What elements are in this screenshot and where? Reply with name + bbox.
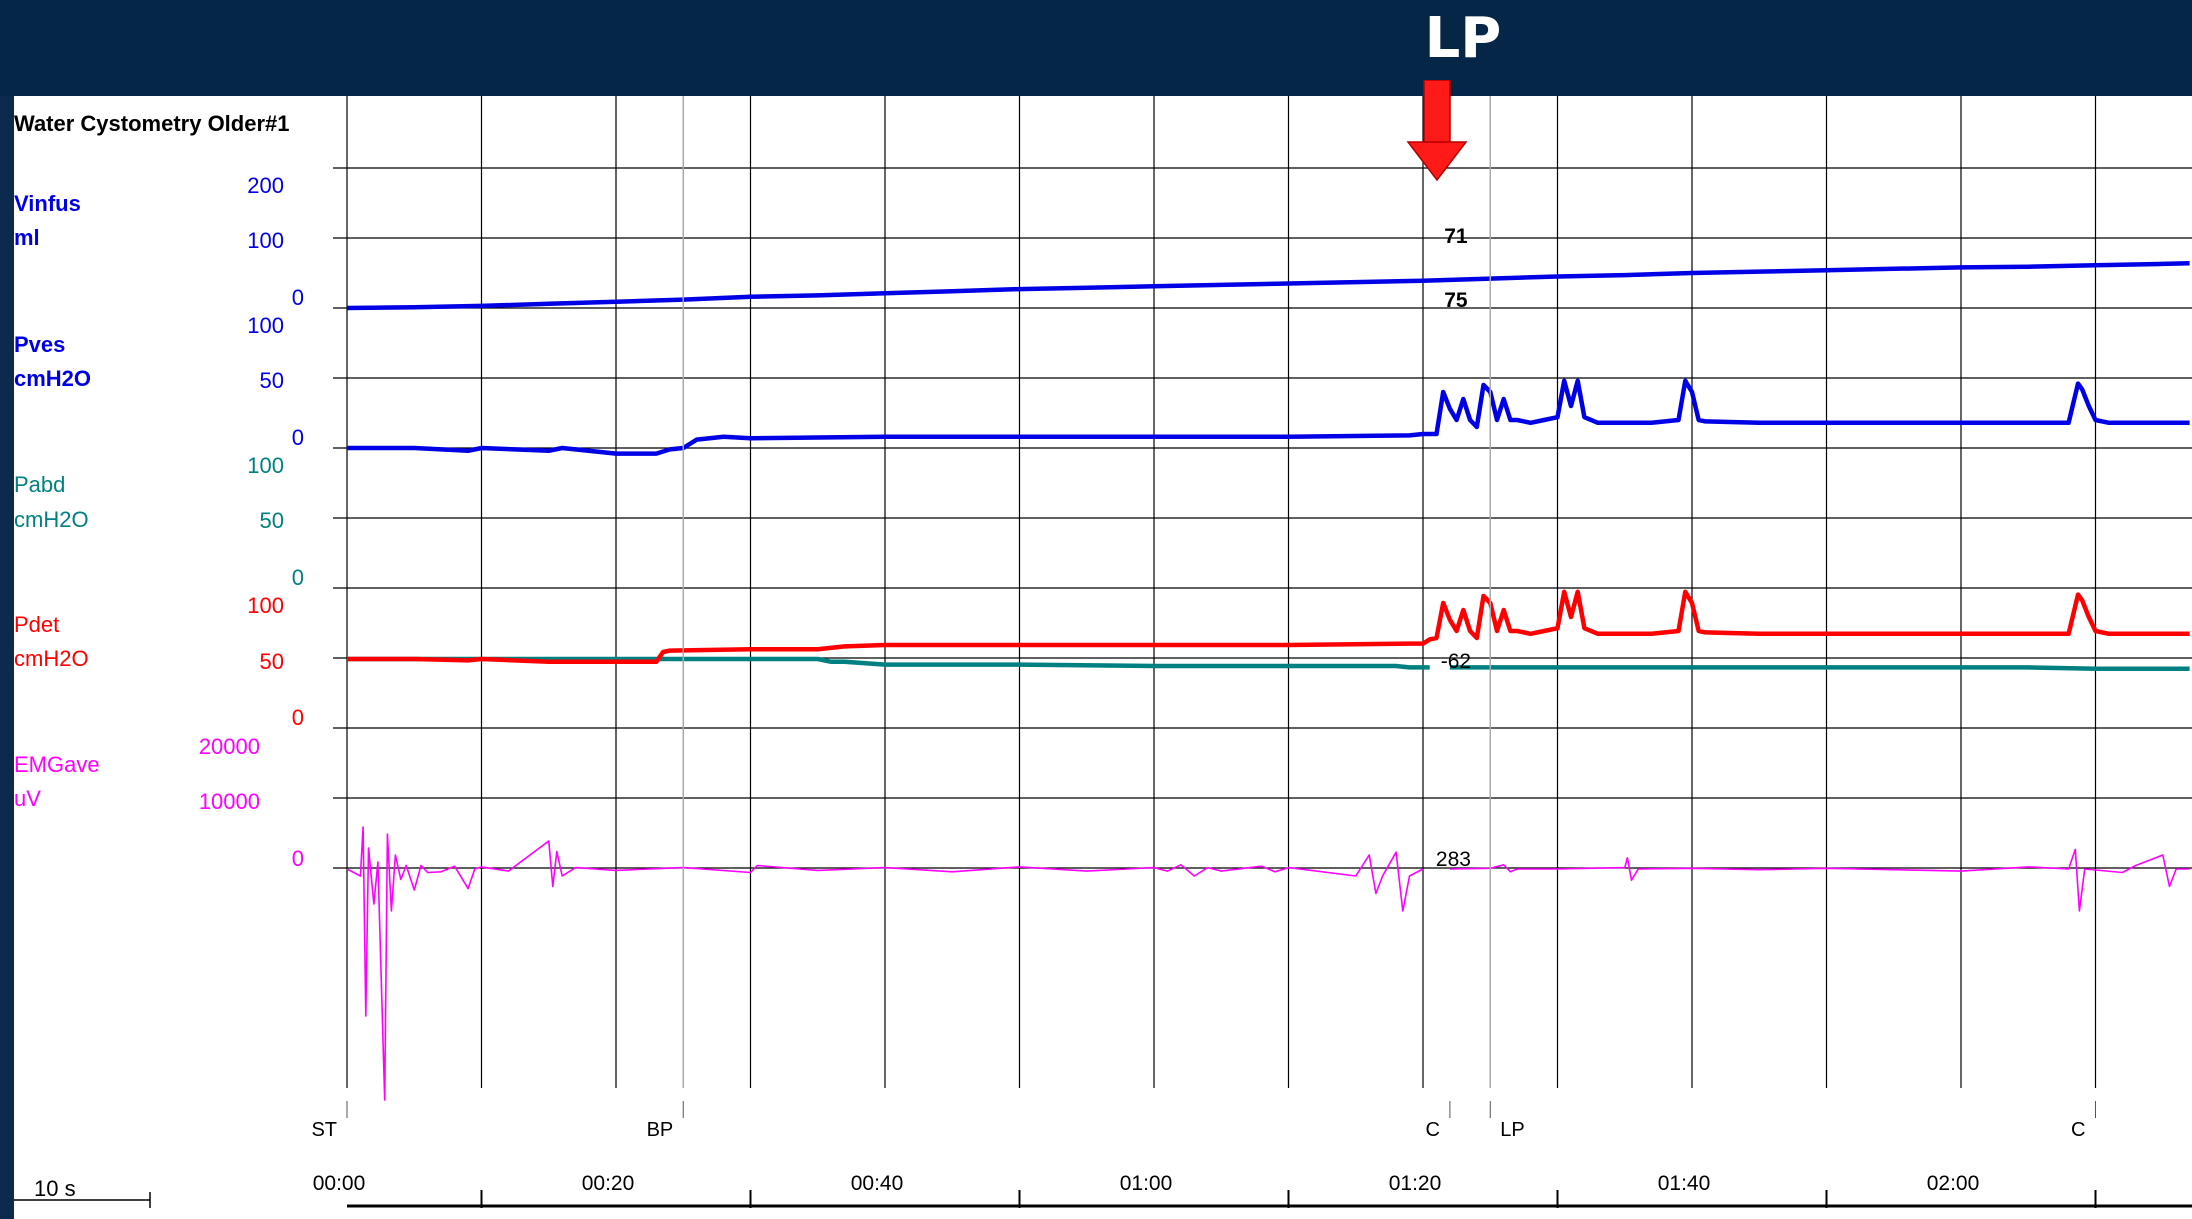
cursor-value-emg: 283 — [1436, 848, 1471, 871]
event-label: LP — [1500, 1119, 1524, 1141]
tick-pabd-mid: 50 — [259, 508, 284, 533]
lp-arrow-icon — [1406, 80, 1468, 182]
event-label: C — [2071, 1119, 2085, 1141]
tick-emg-zero: 0 — [291, 846, 304, 871]
channel-unit-vinfus: ml — [14, 225, 40, 250]
cystometry-chart: ST BP C LP C 71 75 -62 283 00:00 00:20 00:40 01:00… — [14, 96, 2192, 1208]
channel-name-pabd: Pabd — [14, 472, 66, 497]
scale-bar-label: 10 s — [34, 1176, 76, 1201]
chart-title: Water Cystometry Older#1 — [14, 111, 290, 136]
grid — [333, 96, 2192, 1088]
cursor-values: 71 75 -62 283 — [1436, 225, 1471, 871]
tick-pdet-top: 100 — [247, 593, 284, 618]
x-tick-label: 01:20 — [1389, 1172, 1442, 1195]
tick-vinfus-top: 200 — [247, 173, 284, 198]
tick-vinfus-zero: 0 — [291, 285, 304, 310]
event-label: C — [1425, 1119, 1439, 1141]
channel-unit-pabd: cmH2O — [14, 507, 89, 532]
x-tick-label: 00:00 — [313, 1172, 366, 1195]
series-pabd — [1449, 665, 2190, 672]
channel-unit-emg: uV — [14, 786, 41, 811]
channel-name-pves: Pves — [14, 332, 66, 357]
tick-pdet-mid: 50 — [259, 649, 284, 674]
x-tick-label: 00:20 — [582, 1172, 635, 1195]
tick-pves-zero: 0 — [291, 425, 304, 450]
tick-pves-mid: 50 — [259, 368, 284, 393]
series-emg — [346, 826, 1424, 1101]
cursor-value-pabd: -62 — [1441, 650, 1471, 673]
channel-name-vinfus: Vinfus — [14, 191, 81, 216]
series-pves — [347, 378, 2190, 456]
cursor-value-pves: 75 — [1444, 289, 1468, 312]
channel-unit-pdet: cmH2O — [14, 646, 89, 671]
tick-pabd-top: 100 — [247, 453, 284, 478]
lp-marker-title: LP — [1424, 6, 1502, 71]
x-tick-label: 01:40 — [1658, 1172, 1711, 1195]
tick-pabd-zero: 0 — [291, 565, 304, 590]
event-label: ST — [311, 1119, 337, 1141]
traces — [346, 260, 2190, 1101]
series-pabd — [347, 656, 1430, 670]
tick-emg-top: 20000 — [198, 734, 260, 759]
tick-vinfus-mid: 100 — [247, 228, 284, 253]
x-axis: 00:00 00:20 00:40 01:00 01:20 01:40 02:00 — [14, 1172, 2192, 1208]
tick-pdet-zero: 0 — [291, 705, 304, 730]
tick-pves-top: 100 — [247, 313, 284, 338]
x-tick-label: 00:40 — [851, 1172, 904, 1195]
channel-name-emg: EMGave — [14, 752, 100, 777]
chart-panel: ST BP C LP C 71 75 -62 283 00:00 00:20 00:40 01:00… — [14, 96, 2192, 1219]
series-vinfus — [346, 260, 2190, 311]
series-pdet — [347, 589, 2190, 665]
tick-emg-mid: 10000 — [198, 789, 260, 814]
cursor-value-vinfus: 71 — [1444, 225, 1468, 248]
x-tick-label: 02:00 — [1927, 1172, 1980, 1195]
series-emg — [1449, 848, 2190, 912]
event-markers: ST BP C LP C — [311, 96, 2096, 1141]
channel-unit-pves: cmH2O — [14, 366, 92, 391]
title-band: LP — [0, 0, 2192, 96]
event-label: BP — [647, 1119, 674, 1141]
x-tick-label: 01:00 — [1120, 1172, 1173, 1195]
channel-name-pdet: Pdet — [14, 612, 60, 637]
